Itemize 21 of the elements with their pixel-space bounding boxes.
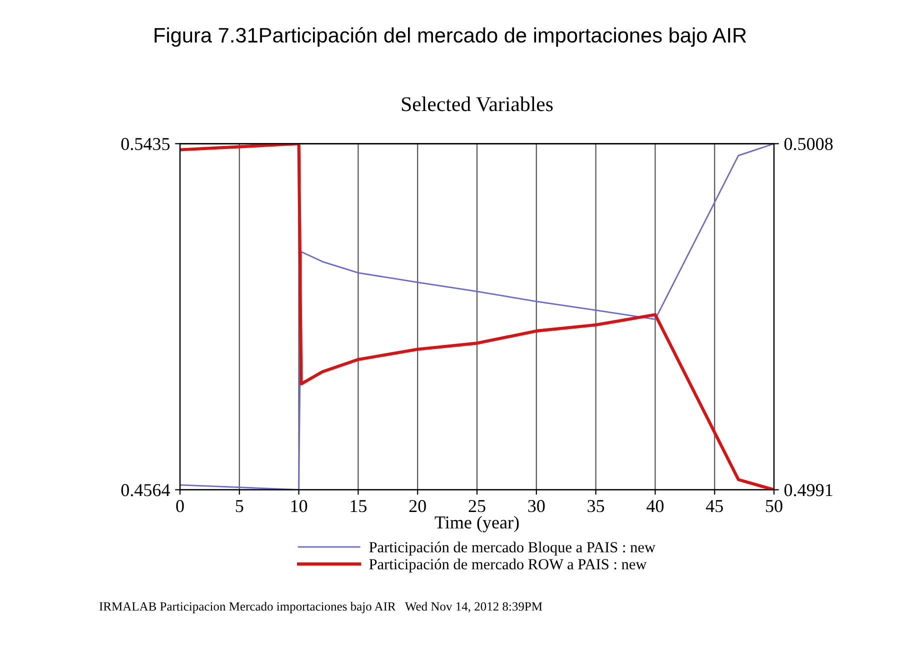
x-axis-title: Time (year) — [434, 516, 519, 532]
y2-tick-label: 0.4991 — [784, 484, 832, 496]
chart-subtitle: Selected Variables — [402, 96, 553, 112]
y-tick-label: 0.5435 — [121, 138, 170, 150]
x-tick-label: 5 — [236, 500, 244, 512]
legend-label: Participación de mercado ROW a PAIS : new — [369, 558, 647, 573]
x-tick-label: 10 — [291, 500, 308, 512]
legend-label: Participación de mercado Bloque a PAIS : new — [369, 542, 656, 556]
x-tick-label: 15 — [350, 500, 367, 512]
x-tick-label: 20 — [409, 500, 426, 512]
x-tick-label: 0 — [176, 500, 184, 512]
y2-tick-label: 0.5008 — [784, 138, 833, 150]
x-tick-label: 30 — [528, 500, 545, 512]
x-tick-label: 50 — [766, 500, 782, 512]
x-tick-label: 45 — [706, 500, 723, 512]
x-tick-label: 40 — [646, 500, 664, 512]
x-tick-label: 25 — [468, 500, 486, 512]
y-tick-label: 0.4564 — [121, 484, 170, 496]
chart-title: Figura 7.31Participación del mercado de importaciones bajo AIR — [154, 27, 746, 47]
text: IRMALAB Participacion Mercado importaciones bajo AIR Wed Nov 14, 2012 8:39PM — [99, 602, 542, 614]
x-tick-label: 35 — [588, 500, 604, 512]
